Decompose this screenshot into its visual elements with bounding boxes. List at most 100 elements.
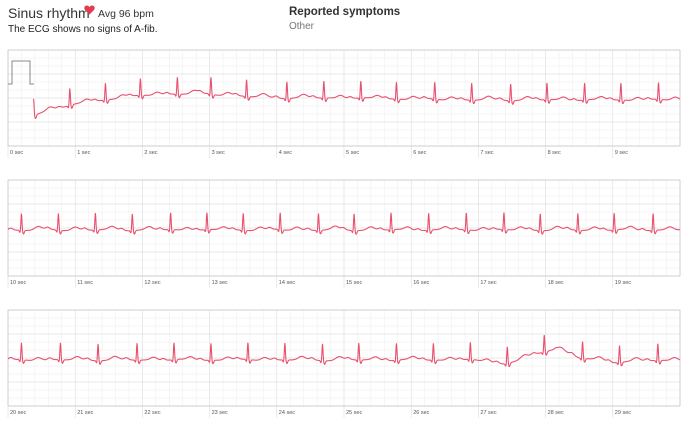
r-peak [286, 81, 288, 83]
r-peak [210, 343, 212, 345]
ecg-strip-2: 10 sec 11 sec 12 sec 13 sec 14 sec 15 sec 16 s… [0, 174, 690, 294]
r-peak [173, 342, 175, 344]
r-peak [284, 343, 286, 345]
r-peak [432, 343, 434, 345]
ecg-strip-svg: 20 sec 21 sec 22 sec 23 sec 24 sec 25 sec 26 s… [7, 309, 681, 418]
x-tick-label: 18 sec [548, 280, 564, 286]
x-tick-label: 29 sec [615, 410, 631, 416]
r-peak [242, 213, 244, 215]
average-bpm: Avg 96 bpm [98, 8, 154, 20]
r-peak [395, 82, 398, 84]
r-peak [465, 212, 467, 215]
r-peak [317, 213, 320, 215]
r-peak [428, 213, 430, 215]
r-peak [32, 98, 35, 100]
x-tick-label: 27 sec [480, 410, 496, 416]
x-tick-label: 0 sec [10, 150, 23, 156]
r-peak [323, 80, 325, 83]
r-peak [506, 346, 508, 348]
r-peak [245, 79, 248, 81]
x-tick-label: 24 sec [279, 410, 295, 416]
x-tick-label: 9 sec [615, 150, 628, 156]
x-tick-label: 15 sec [346, 280, 362, 286]
r-peak [321, 343, 324, 345]
x-tick-label: 23 sec [212, 410, 228, 416]
r-peak [503, 212, 505, 214]
x-tick-label: 20 sec [10, 410, 26, 416]
r-peak [206, 212, 208, 214]
r-peak [581, 341, 584, 343]
r-peak [57, 213, 60, 215]
x-tick-label: 25 sec [346, 410, 362, 416]
x-tick-label: 14 sec [279, 280, 295, 286]
x-tick-label: 11 sec [77, 280, 93, 286]
x-tick-label: 26 sec [413, 410, 429, 416]
r-peak [210, 77, 212, 79]
r-peak [94, 213, 96, 215]
ecg-strip-svg: 0 sec 1 sec 2 sec 3 sec 4 sec 5 sec 6 sec 7 sec… [7, 49, 681, 158]
r-peak [657, 82, 660, 84]
ecg-trace [7, 335, 681, 368]
r-peak [97, 343, 99, 346]
r-peak [279, 212, 281, 214]
r-peak [652, 213, 654, 215]
symptoms-title: Reported symptoms [289, 6, 401, 18]
r-peak [104, 83, 107, 85]
x-tick-label: 6 sec [413, 150, 426, 156]
x-tick-label: 12 sec [144, 280, 160, 286]
r-peak [353, 213, 355, 215]
x-tick-label: 21 sec [77, 410, 93, 416]
r-peak [131, 213, 133, 215]
r-peak [247, 342, 249, 344]
x-tick-label: 3 sec [212, 150, 225, 156]
ecg-summary: The ECG shows no signs of A-fib. [8, 24, 158, 35]
r-peak [360, 80, 362, 83]
r-peak [170, 212, 172, 214]
r-peak [546, 82, 548, 84]
x-tick-label: 2 sec [144, 150, 157, 156]
r-peak [434, 82, 436, 84]
header: Sinus rhythm Avg 96 bpm The ECG shows no… [0, 0, 690, 50]
x-tick-label: 13 sec [212, 280, 228, 286]
r-peak [358, 342, 360, 345]
r-peak [577, 213, 579, 215]
r-peak [613, 213, 615, 215]
r-peak [539, 213, 541, 215]
r-peak [620, 83, 622, 85]
x-tick-label: 4 sec [279, 150, 292, 156]
ecg-strip-1: 0 sec 1 sec 2 sec 3 sec 4 sec 5 sec 6 sec 7 sec… [0, 44, 690, 164]
r-peak [395, 343, 398, 345]
r-peak [618, 345, 621, 347]
ecg-strip-3: 20 sec 21 sec 22 sec 23 sec 24 sec 25 sec 26 s… [0, 304, 690, 424]
x-tick-label: 28 sec [548, 410, 564, 416]
x-tick-label: 5 sec [346, 150, 359, 156]
symptoms-value: Other [289, 21, 315, 32]
r-peak [583, 82, 586, 85]
r-peak [390, 212, 392, 214]
r-peak [176, 77, 178, 79]
r-peak [657, 343, 659, 345]
x-tick-label: 19 sec [615, 280, 631, 286]
r-peak [20, 213, 23, 215]
r-peak [510, 83, 512, 86]
x-tick-label: 17 sec [480, 280, 496, 286]
r-peak [471, 83, 473, 85]
r-peak [59, 342, 62, 344]
rhythm-title: Sinus rhythm [8, 5, 90, 21]
ecg-grid [7, 49, 681, 147]
x-tick-label: 22 sec [144, 410, 160, 416]
r-peak [543, 335, 545, 337]
ecg-grid [7, 309, 681, 407]
heart-icon [84, 5, 95, 15]
x-tick-label: 16 sec [413, 280, 429, 286]
x-tick-label: 1 sec [77, 150, 90, 156]
ecg-trace [32, 77, 681, 119]
x-tick-label: 7 sec [480, 150, 493, 156]
ecg-trace [7, 212, 681, 235]
x-tick-label: 8 sec [548, 150, 561, 156]
calibration-pulse [8, 60, 34, 85]
r-peak [69, 88, 71, 90]
r-peak [136, 343, 138, 345]
r-peak [20, 342, 23, 344]
r-peak [469, 342, 471, 344]
